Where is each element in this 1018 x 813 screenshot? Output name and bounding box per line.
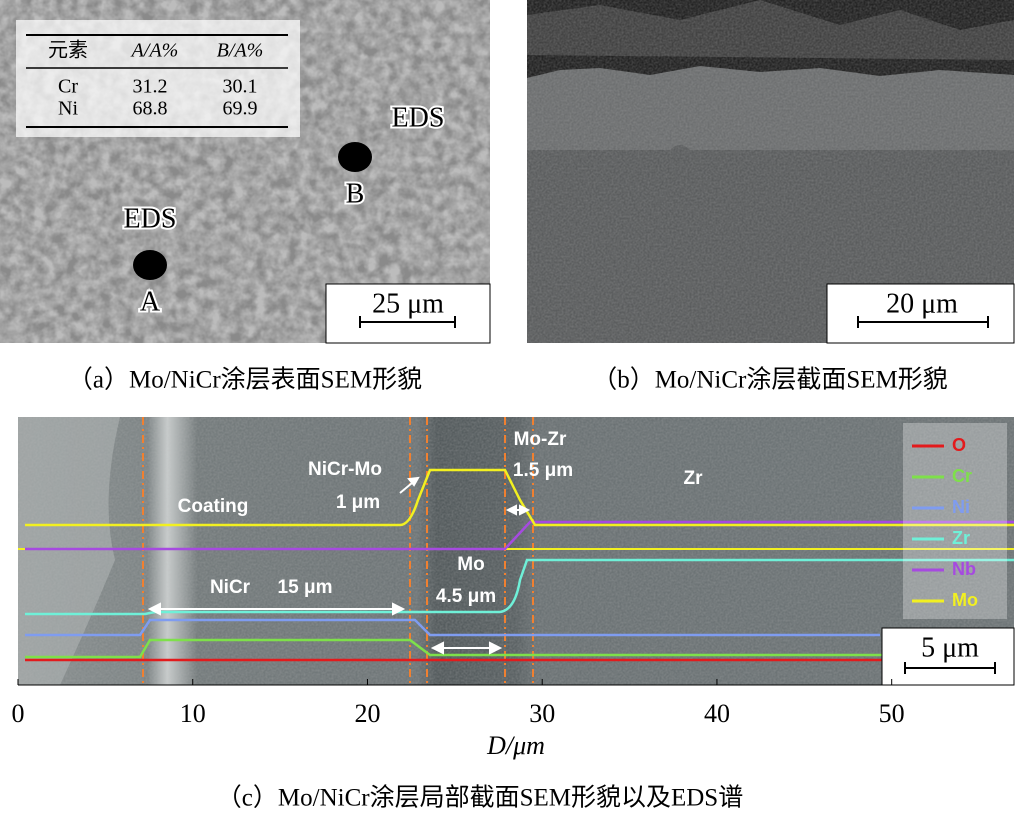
arrows: [147, 476, 531, 655]
scale-label: 20 μm: [886, 288, 958, 319]
point-label: EDS: [392, 102, 445, 133]
profile-ni: [25, 618, 880, 637]
annotation: NiCr: [210, 577, 251, 598]
x-axis-label: D/μm: [486, 731, 545, 760]
annotation: Coating: [178, 496, 249, 517]
annotation: 15 μm: [278, 577, 333, 598]
table-header: 元素: [48, 39, 88, 62]
legend: O Cr Ni Zr Nb Mo: [912, 435, 978, 610]
point-label: B: [346, 178, 365, 209]
panel-a: 元素 A/A% B/A% Cr 31.2 30.1 Ni 68.8 69.9 E…: [0, 0, 491, 394]
panel-c: Coating NiCr-Mo 1 μm Mo-Zr 1.5 μm Zr NiC…: [12, 417, 1015, 812]
arrow: [147, 602, 406, 616]
annotation: 1 μm: [336, 492, 380, 513]
table-cell: 68.8: [133, 98, 168, 120]
scale-label: 25 μm: [372, 288, 444, 319]
eds-point: [338, 142, 372, 172]
x-tick-label: 10: [180, 699, 206, 728]
profile-zr: [25, 558, 1014, 616]
legend-bg: [903, 423, 1007, 619]
caption: （a）Mo/NiCr涂层表面SEM形貌: [68, 366, 422, 394]
x-tick-label: 50: [879, 699, 905, 728]
arrow: [399, 476, 420, 494]
x-tick-label: 0: [12, 699, 25, 728]
annotation: 4.5 μm: [436, 586, 496, 607]
table-cell: 69.9: [223, 98, 258, 120]
annotation: Zr: [684, 468, 704, 489]
caption: （b）Mo/NiCr涂层截面SEM形貌: [592, 366, 948, 394]
panel-b: 20 μm （b）Mo/NiCr涂层截面SEM形貌: [527, 0, 1015, 394]
scale-bar: [904, 662, 996, 674]
caption: （c）Mo/NiCr涂层局部截面SEM形貌以及EDS谱: [217, 784, 743, 812]
x-ticks: 0 10 20 30 40 50: [12, 679, 905, 728]
point-label: A: [140, 286, 161, 317]
table-bg: [16, 20, 300, 137]
annotation: Mo-Zr: [514, 429, 567, 450]
table-header: B/A%: [217, 40, 264, 62]
eds-point: [133, 250, 167, 280]
scale-box: [826, 283, 1015, 344]
profile-mo: [25, 468, 1014, 527]
table-header: A/A%: [130, 40, 179, 62]
point-label: EDS: [124, 203, 177, 234]
legend-label: Mo: [952, 590, 978, 610]
table-cell: Ni: [58, 98, 78, 120]
table-cell: 30.1: [223, 76, 258, 98]
scale-box: [325, 283, 491, 344]
x-tick-label: 30: [529, 699, 555, 728]
x-tick-label: 40: [704, 699, 730, 728]
scale-label: 5 μm: [921, 632, 979, 663]
legend-label: Ni: [952, 497, 970, 517]
table-cell: 31.2: [133, 76, 168, 98]
table-cell: Cr: [58, 76, 78, 98]
arrow: [430, 641, 503, 655]
legend-label: Zr: [952, 528, 970, 548]
annotation: Mo: [457, 554, 484, 575]
sem-texture: [18, 417, 1014, 685]
legend-label: O: [952, 435, 966, 455]
arrow: [505, 504, 531, 516]
legend-label: Cr: [952, 466, 972, 486]
scale-box: [881, 627, 1015, 686]
scale-bar: [857, 316, 989, 328]
profile-nb: [25, 520, 1014, 551]
x-tick-label: 20: [354, 699, 380, 728]
annotation: NiCr-Mo: [308, 459, 382, 480]
legend-label: Nb: [952, 559, 976, 579]
profile-cr: [25, 638, 1014, 659]
annotation: 1.5 μm: [513, 460, 573, 481]
scale-bar: [359, 316, 456, 328]
